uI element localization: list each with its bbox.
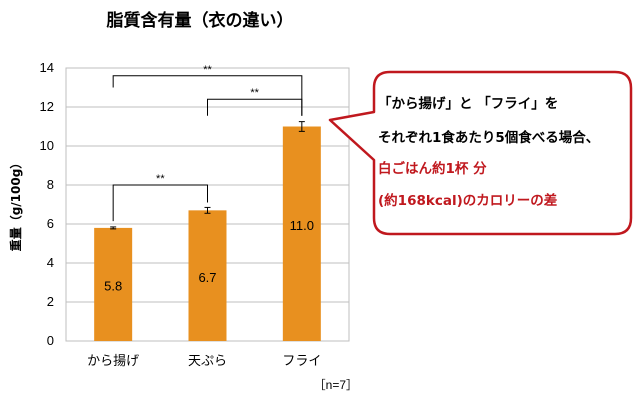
- y-tick-label: 12: [40, 99, 54, 114]
- category-label: から揚げ: [87, 353, 139, 369]
- chart-title: 脂質含有量（衣の違い）: [107, 10, 294, 31]
- significance-label: **: [203, 64, 212, 76]
- significance-bracket: [112, 75, 303, 116]
- y-tick-label: 10: [40, 138, 54, 153]
- y-tick-label: 8: [47, 177, 54, 192]
- bar: [282, 126, 321, 341]
- y-tick-labels: 0 2 4 6 8 10 12 14: [40, 60, 54, 348]
- y-tick-label: 4: [47, 255, 54, 270]
- error-bars: [110, 121, 305, 230]
- value-label: 5.8: [104, 279, 122, 294]
- significance-bracket: [112, 184, 208, 222]
- value-labels: 5.8 6.7 11.0: [104, 218, 314, 293]
- y-axis-label: 重量（g/100g）: [8, 157, 23, 252]
- callout-line: (約168kcal)のカロリーの差: [378, 192, 557, 209]
- value-label: 6.7: [198, 270, 216, 285]
- callout-line: 白ごはん約1杯 分: [378, 160, 487, 177]
- y-tick-label: 14: [40, 60, 54, 75]
- callout-line: 「から揚げ」と 「フライ」を: [378, 95, 558, 112]
- callout-bubble: [328, 70, 633, 236]
- significance-brackets: ** ** **: [112, 64, 303, 222]
- significance-label: **: [250, 87, 259, 99]
- category-label: 天ぷら: [188, 354, 227, 369]
- y-tick-label: 0: [47, 333, 54, 348]
- value-label: 11.0: [290, 218, 314, 233]
- bar: [94, 227, 133, 341]
- significance-label: **: [156, 173, 165, 185]
- y-tick-label: 2: [47, 294, 54, 309]
- category-labels: から揚げ 天ぷら フライ: [87, 353, 321, 369]
- sample-size-note: ［n=7］: [314, 378, 358, 392]
- significance-bracket: [207, 98, 303, 116]
- bars: [94, 126, 321, 341]
- bar: [188, 210, 227, 341]
- y-tick-label: 6: [47, 216, 54, 231]
- callout-line: それぞれ1食あたり5個食べる場合、: [378, 129, 599, 146]
- category-label: フライ: [282, 354, 321, 369]
